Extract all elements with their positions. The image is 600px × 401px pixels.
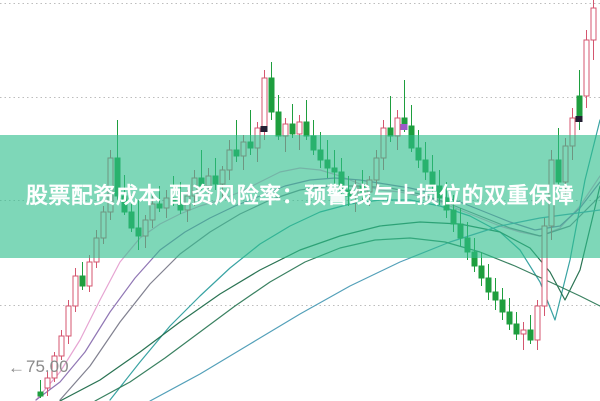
candlestick-chart	[0, 0, 600, 401]
chart-screenshot: 股票配资成本 配资风险率：预警线与止损位的双重保障 ← 75.00	[0, 0, 600, 401]
